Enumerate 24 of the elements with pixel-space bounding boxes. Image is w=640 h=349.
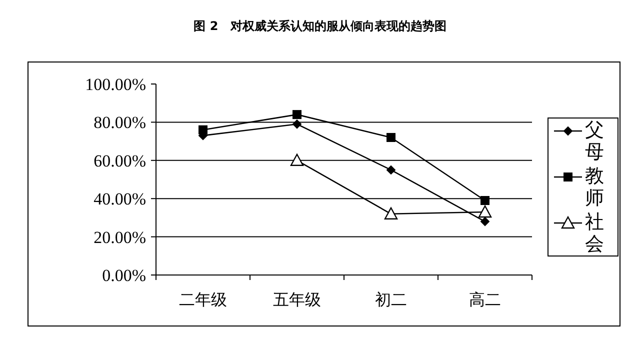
legend-label: 父母 — [585, 119, 604, 163]
y-tick-label: 100.00% — [85, 75, 146, 94]
y-tick-label: 20.00% — [94, 228, 146, 247]
point — [478, 205, 492, 218]
point — [386, 165, 396, 174]
point — [480, 196, 490, 206]
point — [198, 125, 208, 134]
y-tick-label: 0.00% — [102, 266, 146, 285]
x-tick-label: 二年级 — [179, 290, 227, 309]
y-tick-label: 60.00% — [94, 151, 146, 170]
y-tick-label: 80.00% — [94, 113, 146, 132]
chart-title: 图 2 对权威关系认知的服从倾向表现的趋势图 — [194, 19, 446, 33]
point — [386, 132, 396, 142]
x-tick-label: 高二 — [469, 290, 501, 309]
point — [384, 207, 398, 220]
legend-label: 教师 — [585, 165, 604, 209]
legend-label: 社会 — [585, 211, 604, 255]
point — [292, 120, 302, 129]
x-tick-label: 五年级 — [273, 290, 321, 309]
y-tick-label: 40.00% — [94, 190, 146, 209]
x-tick-label: 初二 — [375, 290, 407, 309]
point — [292, 110, 302, 120]
point — [290, 154, 304, 166]
point — [480, 217, 490, 226]
